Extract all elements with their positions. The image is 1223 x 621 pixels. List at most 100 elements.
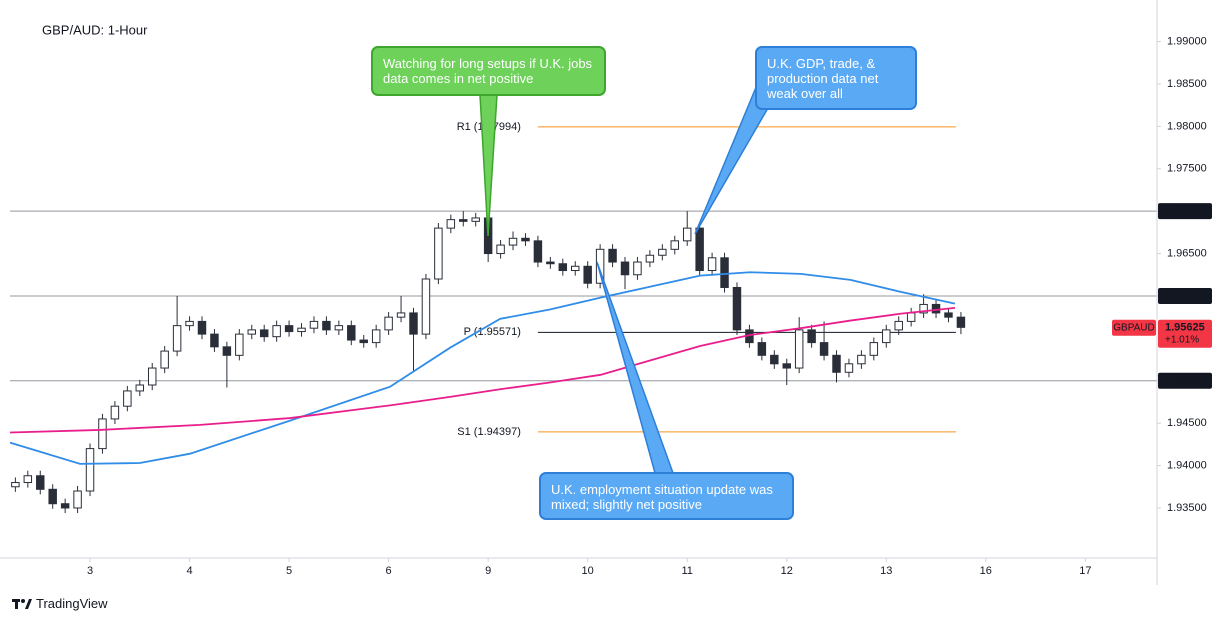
y-tick-label: 1.96500 <box>1167 247 1207 259</box>
y-tick-label: 1.94000 <box>1167 459 1207 471</box>
callout-pointer <box>596 261 675 474</box>
candle-body <box>235 333 244 356</box>
candle-body <box>807 329 816 344</box>
annotation: U.K. GDP, trade, & production data net w… <box>755 46 917 110</box>
candle-body <box>670 240 680 250</box>
candle-body <box>247 329 256 335</box>
candle-body <box>36 475 45 490</box>
candle-body <box>110 405 120 420</box>
candle-body <box>496 244 505 255</box>
candle-body <box>334 325 344 331</box>
x-tick-label: 13 <box>880 565 892 577</box>
level-badge <box>1158 287 1212 304</box>
x-tick-label: 4 <box>186 565 192 577</box>
candle-body <box>197 320 207 335</box>
candle-body <box>421 278 431 335</box>
candle-body <box>794 329 804 369</box>
candle-body <box>85 448 95 492</box>
footer: TradingView <box>12 596 108 611</box>
candle-body <box>259 329 269 338</box>
candle-body <box>471 217 480 222</box>
candle-body <box>409 312 418 335</box>
candle-body <box>645 254 655 263</box>
candle-body <box>135 384 145 392</box>
candle-body <box>944 312 953 318</box>
candle-body <box>322 320 331 331</box>
candle-body <box>521 237 530 242</box>
candle-body <box>347 325 356 341</box>
candle-body <box>459 219 468 222</box>
pivot-label: S1 (1.94397) <box>457 426 521 438</box>
x-tick-label: 3 <box>87 565 93 577</box>
candle-body <box>384 316 393 331</box>
candle-body <box>919 303 928 314</box>
candle-body <box>396 312 406 318</box>
level-badge <box>1158 203 1212 220</box>
candle-body <box>757 342 767 356</box>
candle-body <box>633 261 642 276</box>
candle-body <box>819 342 829 356</box>
candle-body <box>371 329 381 344</box>
candle-body <box>533 240 543 263</box>
candle-body <box>546 261 555 265</box>
x-tick-label: 17 <box>1079 565 1091 577</box>
candle-body <box>620 261 630 276</box>
tradingview-logo <box>12 598 32 609</box>
candle-body <box>844 363 854 373</box>
footer-text: TradingView <box>36 596 108 611</box>
candle-body <box>73 490 82 509</box>
y-tick-label: 1.98000 <box>1167 120 1207 132</box>
candle-body <box>434 227 443 280</box>
price-badge <box>1158 319 1212 348</box>
level-label: 1.97000 <box>1165 205 1205 217</box>
level-label: 1.95000 <box>1165 375 1205 387</box>
candle-body <box>48 488 57 505</box>
candle-body <box>172 325 182 352</box>
candle-body <box>359 339 368 344</box>
level-label: 1.96000 <box>1165 290 1205 302</box>
candle-body <box>147 367 157 386</box>
candle-body <box>123 390 132 407</box>
x-tick-label: 11 <box>682 565 693 577</box>
y-tick-label: 1.99000 <box>1167 35 1207 47</box>
candle-body <box>595 248 605 284</box>
change-label: +1.01% <box>1165 334 1199 345</box>
candle-body <box>682 227 692 242</box>
candle-body <box>882 329 891 344</box>
y-tick-label: 1.93500 <box>1167 502 1207 514</box>
candle-body <box>720 257 729 288</box>
annotation: Watching for long setups if U.K. jobs da… <box>371 46 606 96</box>
candle-body <box>284 325 294 333</box>
candle-body <box>608 248 617 263</box>
y-tick-label: 1.97500 <box>1167 163 1207 175</box>
moving-average <box>9 306 956 434</box>
chart-title: GBP/AUD: 1-Hour <box>42 22 148 37</box>
candle-body <box>160 350 169 369</box>
candle-body <box>272 325 281 338</box>
x-tick-label: 9 <box>485 565 491 577</box>
candle-body <box>732 286 742 331</box>
candle-body <box>695 227 704 272</box>
candle-body <box>956 316 966 328</box>
candle-body <box>222 346 232 356</box>
pivot-label: P (1.95571) <box>464 326 521 338</box>
candle-body <box>558 263 568 272</box>
candle-body <box>770 354 779 365</box>
candle-body <box>707 257 717 272</box>
candle-body <box>23 475 33 484</box>
candle-body <box>210 333 219 348</box>
candle-body <box>894 320 903 331</box>
candle-body <box>931 303 941 314</box>
annotation: U.K. employment situation update was mix… <box>539 472 794 520</box>
x-tick-label: 10 <box>582 565 594 577</box>
symbol-label: GBPAUD <box>1113 322 1155 333</box>
x-tick-label: 6 <box>386 565 392 577</box>
candle-body <box>658 248 667 256</box>
candle-body <box>185 320 194 327</box>
candle-body <box>60 503 70 509</box>
candle-body <box>832 354 841 373</box>
candle-body <box>98 418 107 450</box>
candle-body <box>906 312 916 322</box>
y-tick-label: 1.98500 <box>1167 78 1207 90</box>
